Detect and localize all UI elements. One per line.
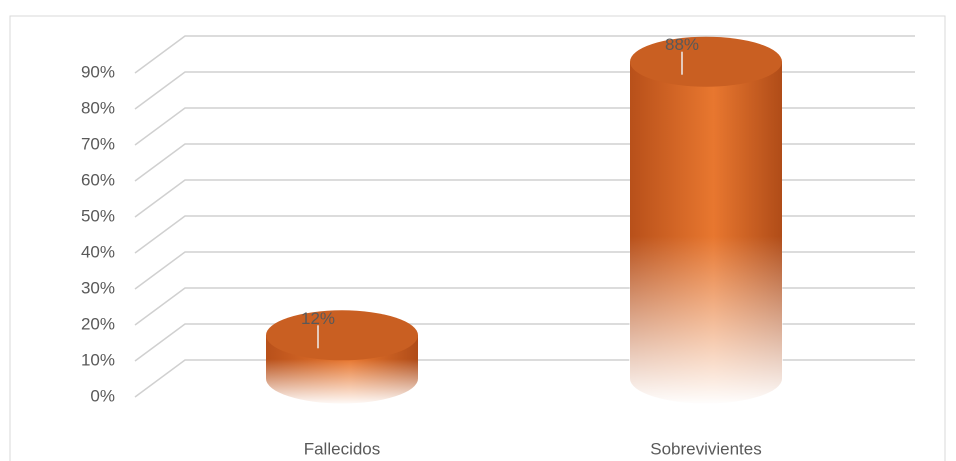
grid-line	[134, 323, 915, 362]
chart-border	[9, 15, 946, 461]
grid-line	[134, 287, 915, 326]
bar-reflection	[265, 359, 419, 406]
y-tick-label: 90%	[81, 62, 115, 81]
bar-top	[630, 36, 782, 87]
y-tick-label: 0%	[90, 386, 115, 405]
y-tick-label: 80%	[81, 98, 115, 117]
x-tick-label: Sobrevivientes	[650, 439, 762, 458]
x-tick-label: Fallecidos	[304, 439, 381, 458]
grid-line	[134, 359, 915, 398]
data-label: 88%	[665, 35, 699, 54]
grid-line	[134, 71, 915, 110]
y-tick-label: 40%	[81, 242, 115, 261]
y-tick-label: 20%	[81, 314, 115, 333]
bar-reflection	[629, 235, 783, 406]
grid-line	[134, 179, 915, 218]
grid-line	[134, 143, 915, 182]
grid-line	[134, 35, 915, 74]
y-tick-label: 60%	[81, 170, 115, 189]
grid-line	[134, 251, 915, 290]
y-tick-label: 50%	[81, 206, 115, 225]
y-tick-label: 30%	[81, 278, 115, 297]
y-tick-label: 10%	[81, 350, 115, 369]
y-tick-label: 70%	[81, 134, 115, 153]
grid-line	[134, 107, 915, 146]
bar-top	[266, 310, 418, 361]
grid-line	[134, 215, 915, 254]
data-label: 12%	[301, 309, 335, 328]
